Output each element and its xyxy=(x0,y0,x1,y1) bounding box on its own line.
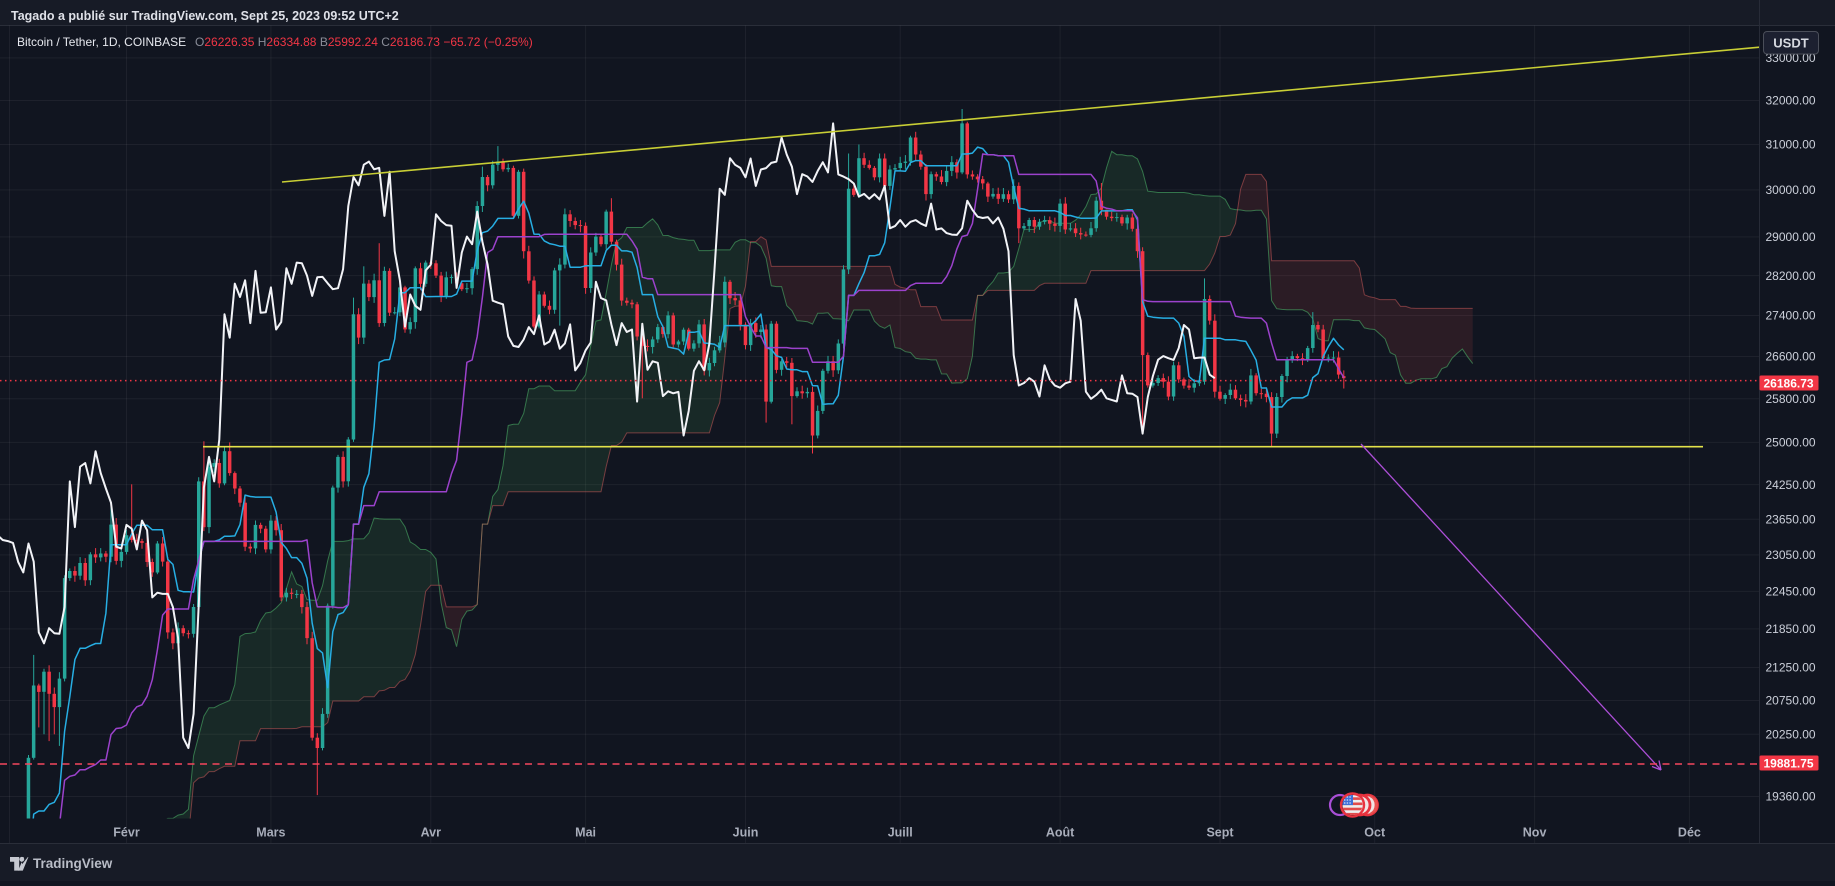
svg-text:24250.00: 24250.00 xyxy=(1766,478,1816,492)
svg-text:Nov: Nov xyxy=(1523,826,1547,840)
svg-text:Mars: Mars xyxy=(256,826,285,840)
svg-text:TradingView: TradingView xyxy=(33,856,113,871)
svg-text:25000.00: 25000.00 xyxy=(1766,436,1816,450)
svg-text:31000.00: 31000.00 xyxy=(1766,138,1816,152)
svg-text:O26226.35 H26334.88 B25992.24: O26226.35 H26334.88 B25992.24 C26186.73 … xyxy=(195,35,533,49)
svg-text:Déc: Déc xyxy=(1678,826,1701,840)
svg-text:Sept: Sept xyxy=(1206,826,1234,840)
svg-text:32000.00: 32000.00 xyxy=(1766,94,1816,108)
svg-text:19360.00: 19360.00 xyxy=(1766,790,1816,804)
svg-text:Bitcoin / Tether, 1D, COINBASE: Bitcoin / Tether, 1D, COINBASE xyxy=(17,35,186,49)
svg-text:33000.00: 33000.00 xyxy=(1766,51,1816,65)
svg-text:Mai: Mai xyxy=(575,826,596,840)
svg-text:Juill: Juill xyxy=(888,826,913,840)
svg-text:Tagado a publié sur TradingVie: Tagado a publié sur TradingView.com, Sep… xyxy=(11,9,399,23)
svg-text:Févr: Févr xyxy=(113,826,140,840)
svg-text:22450.00: 22450.00 xyxy=(1766,585,1816,599)
svg-text:30000.00: 30000.00 xyxy=(1766,183,1816,197)
svg-text:Oct: Oct xyxy=(1364,826,1386,840)
svg-text:29000.00: 29000.00 xyxy=(1766,230,1816,244)
svg-text:20750.00: 20750.00 xyxy=(1766,694,1816,708)
svg-text:USDT: USDT xyxy=(1773,36,1808,51)
svg-text:21250.00: 21250.00 xyxy=(1766,661,1816,675)
svg-text:27400.00: 27400.00 xyxy=(1766,309,1816,323)
svg-text:20250.00: 20250.00 xyxy=(1766,728,1816,742)
svg-text:23050.00: 23050.00 xyxy=(1766,548,1816,562)
svg-text:26186.73: 26186.73 xyxy=(1764,376,1814,390)
svg-text:Juin: Juin xyxy=(733,826,759,840)
svg-text:21850.00: 21850.00 xyxy=(1766,622,1816,636)
svg-text:26600.00: 26600.00 xyxy=(1766,350,1816,364)
svg-text:28200.00: 28200.00 xyxy=(1766,269,1816,283)
svg-text:25800.00: 25800.00 xyxy=(1766,392,1816,406)
svg-text:19881.75: 19881.75 xyxy=(1764,756,1814,770)
svg-text:Août: Août xyxy=(1046,826,1075,840)
svg-text:23650.00: 23650.00 xyxy=(1766,513,1816,527)
svg-text:Avr: Avr xyxy=(421,826,442,840)
